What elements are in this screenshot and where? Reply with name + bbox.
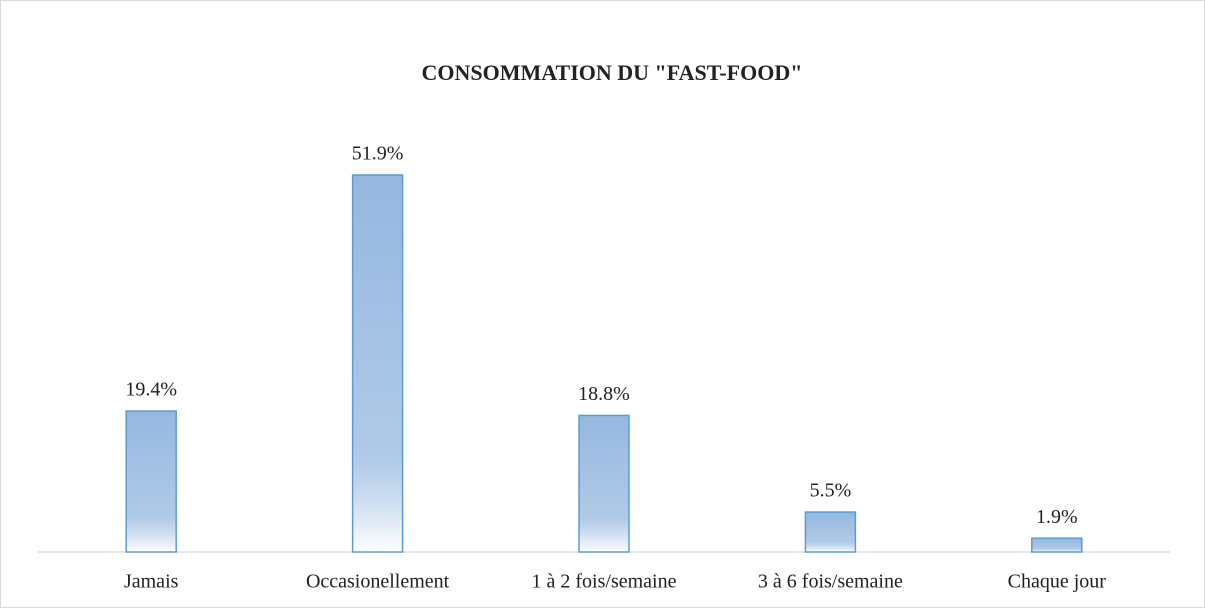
bar [1031,537,1083,553]
x-tick-label: 3 à 6 fois/semaine [758,571,903,593]
x-tick-label: Jamais [124,571,179,593]
chart-title: CONSOMMATION DU "FAST-FOOD" [422,60,803,85]
value-label: 51.9% [352,143,404,165]
bar [125,410,177,553]
value-label: 18.8% [578,383,630,405]
x-tick-label: 1 à 2 fois/semaine [532,571,677,593]
value-label: 5.5% [810,480,852,502]
bar [351,174,404,553]
bar [578,414,630,553]
x-tick-label: Chaque jour [1008,571,1107,593]
value-label: 19.4% [125,379,177,401]
bar [804,511,857,553]
value-label: 1.9% [1036,506,1078,528]
x-tick-label: Occasionellement [306,571,450,593]
